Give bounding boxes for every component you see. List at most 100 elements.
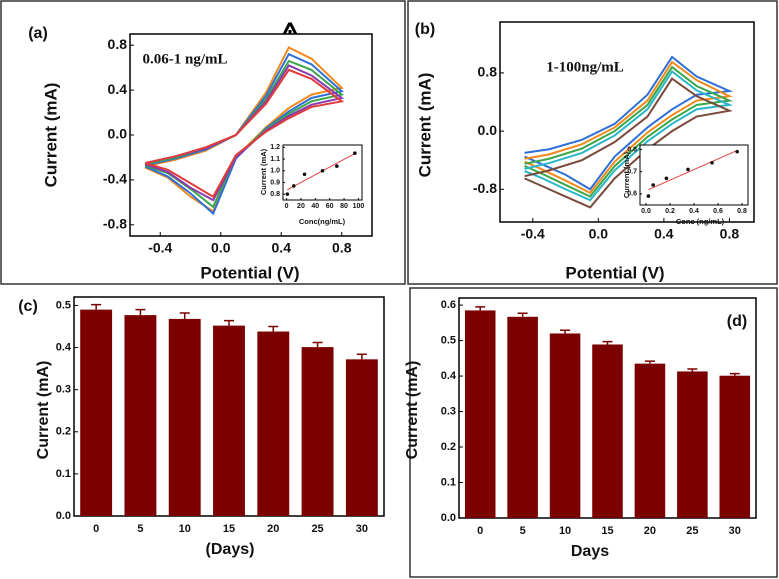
y-tick-label: 0.0: [56, 510, 71, 522]
x-tick-label: 0.4: [689, 208, 699, 215]
error-bar: [475, 306, 486, 311]
error-bar: [179, 312, 190, 319]
y-axis-label: Current (mA): [622, 151, 631, 198]
error-bar: [602, 340, 613, 345]
annotation: 0.06-1 ng/mL: [142, 51, 227, 67]
y-tick-label: 0.4: [56, 341, 72, 353]
y-tick-label: -0.8: [473, 180, 497, 196]
bar: [345, 359, 378, 516]
x-tick-label: 0.4: [272, 239, 292, 255]
x-tick-label: 0.4: [654, 225, 674, 241]
data-point: [320, 168, 325, 173]
x-tick-label: -0.4: [521, 225, 545, 241]
panel-frame: [0, 0, 406, 285]
panel-frame: [407, 0, 778, 285]
x-tick-label: 25: [311, 523, 323, 535]
bar: [464, 310, 496, 518]
x-tick-label: 0.8: [720, 225, 740, 241]
x-tick-label: 0.8: [332, 239, 352, 255]
y-tick-label: 0.3: [441, 405, 456, 417]
error-bar: [729, 372, 740, 376]
x-tick-label: 0: [285, 203, 289, 210]
y-tick-label: 0.1: [441, 476, 456, 488]
error-bar: [91, 303, 102, 310]
y-tick-label: 0.4: [108, 81, 128, 97]
y-tick-label: 0.4: [441, 370, 457, 382]
x-tick-label: 0: [93, 523, 99, 535]
bar: [507, 316, 538, 518]
x-axis-label: Potential (V): [200, 263, 299, 282]
y-axis-label: Current (mA): [41, 83, 60, 188]
y-tick-label: 0.3: [56, 384, 71, 396]
panel-frame: [409, 287, 778, 578]
error-bar: [644, 360, 655, 364]
bar: [168, 318, 201, 516]
y-tick-label: 0.8: [108, 36, 128, 52]
x-tick-label: 0.0: [641, 208, 651, 215]
data-point: [664, 176, 669, 181]
x-tick-label: 100: [353, 203, 365, 210]
cv-curve: [524, 70, 734, 202]
y-axis-label: Current (mA): [404, 361, 421, 460]
x-tick-label: 30: [356, 523, 368, 535]
error-bar: [312, 341, 323, 348]
x-axis-label: Days: [571, 543, 609, 560]
error-bar: [687, 368, 698, 372]
y-tick-label: 0.5: [56, 299, 71, 311]
y-tick-label: 0.2: [56, 426, 71, 438]
x-tick-label: 5: [137, 523, 143, 535]
fit-line: [648, 149, 738, 191]
bar: [124, 315, 157, 516]
x-tick-label: 20: [267, 523, 279, 535]
plot-frame: [639, 144, 749, 206]
y-tick-label: 0.8: [270, 191, 280, 198]
bar: [634, 363, 666, 518]
y-tick-label: 1.1: [270, 156, 280, 163]
data-point: [302, 172, 307, 177]
y-tick-label: 0.0: [441, 512, 456, 524]
plot-frame: [129, 33, 373, 237]
data-point: [291, 184, 296, 188]
error-bar: [356, 353, 367, 360]
panel-label: (b): [415, 21, 435, 38]
x-tick-label: -0.4: [148, 239, 172, 255]
y-tick-label: 0.2: [441, 441, 456, 453]
x-tick-label: 80: [340, 203, 348, 210]
x-tick-label: 0.2: [665, 208, 675, 215]
bar: [80, 309, 113, 516]
x-tick-label: 0: [477, 525, 483, 537]
bar: [257, 331, 290, 516]
y-tick-label: -0.8: [103, 215, 127, 231]
x-tick-label: 15: [223, 523, 235, 535]
data-point: [646, 194, 651, 198]
data-point: [335, 164, 339, 168]
y-tick-label: 1.0: [270, 168, 280, 175]
cv-curve: [524, 77, 733, 209]
x-tick-label: 10: [179, 523, 191, 535]
y-tick-label: -0.4: [103, 171, 127, 187]
x-axis-label: Conc(ng/mL): [299, 217, 346, 226]
error-bar: [135, 308, 146, 316]
x-axis-label: Conc (ng/mL): [676, 217, 725, 226]
y-tick-label: 0.0: [108, 126, 128, 142]
error-bar: [268, 325, 279, 332]
error-bar: [517, 312, 528, 317]
y-tick-label: 0.9: [270, 179, 280, 186]
x-tick-label: 15: [601, 525, 613, 537]
y-tick-label: 0.8: [478, 64, 498, 80]
panel-label: (c): [18, 298, 38, 315]
bar: [592, 344, 623, 518]
y-tick-label: 1.2: [270, 144, 280, 151]
x-tick-label: 0.0: [589, 225, 609, 241]
bar: [213, 325, 245, 516]
bar: [719, 375, 751, 518]
y-tick-label: 0.7: [627, 169, 637, 176]
data-point: [686, 167, 690, 172]
y-tick-label: 0.1: [56, 468, 71, 480]
y-tick-label: 0.6: [627, 191, 637, 198]
panel-label: (a): [28, 25, 48, 42]
y-tick-label: 0.8: [627, 146, 637, 153]
panel-label: (d): [727, 313, 747, 330]
x-tick-label: 10: [559, 525, 571, 537]
